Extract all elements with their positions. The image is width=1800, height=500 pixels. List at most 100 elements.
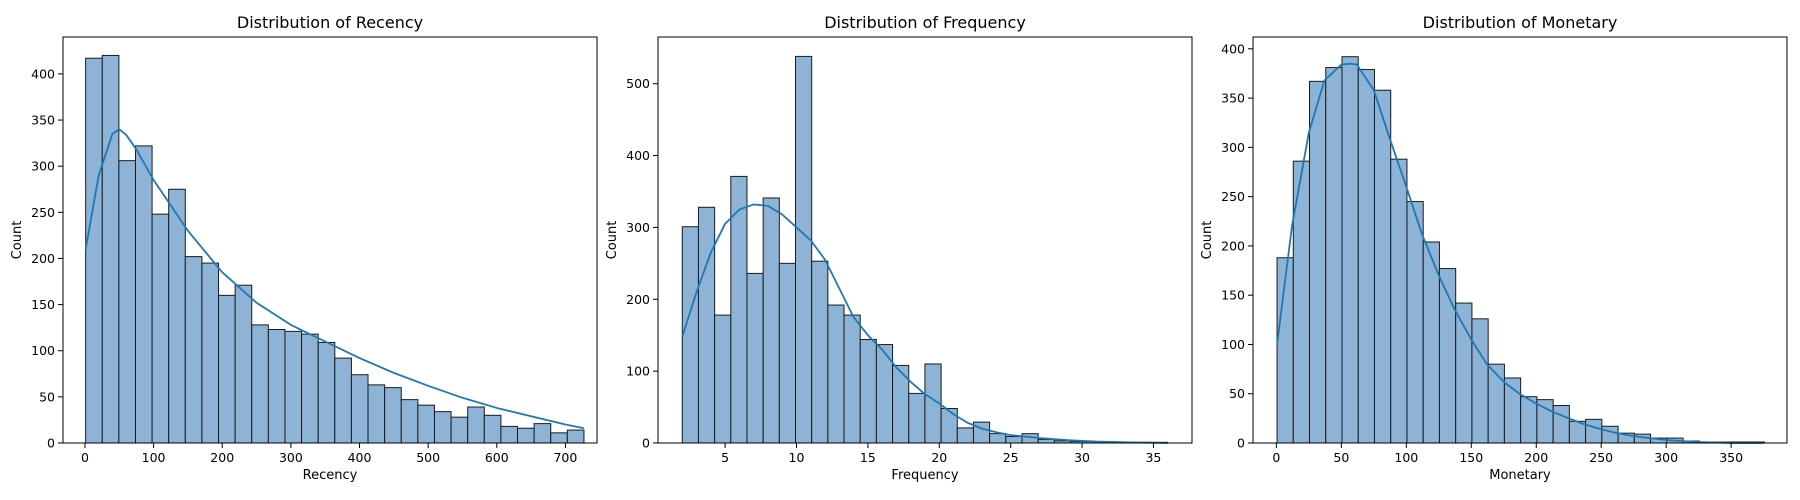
histogram-bar <box>201 262 220 444</box>
y-tick-label: 200 <box>626 292 650 307</box>
x-tick-label: 10 <box>789 450 805 465</box>
y-tick-label: 50 <box>39 389 55 404</box>
x-axis-label: Frequency <box>891 468 958 483</box>
histogram-bar <box>85 57 103 444</box>
y-axis-label: Count <box>1200 221 1215 260</box>
histogram-bar <box>1520 396 1538 444</box>
y-tick-label: 350 <box>31 113 55 128</box>
histogram-bar <box>184 256 203 444</box>
histogram-bar <box>350 374 369 444</box>
axes-frame <box>657 36 1193 444</box>
x-tick-label: 150 <box>1459 450 1483 465</box>
x-tick-label: 200 <box>1524 450 1548 465</box>
x-tick-label: 35 <box>1145 450 1161 465</box>
y-tick-label: 0 <box>47 436 55 451</box>
chart-title: Distribution of Frequency <box>824 13 1026 32</box>
histogram-bar <box>450 416 469 444</box>
histogram-bar <box>500 425 519 444</box>
x-tick-label: 250 <box>1589 450 1613 465</box>
histogram-bar <box>1471 318 1489 444</box>
histogram-bar <box>681 226 699 444</box>
histogram-bar <box>1357 69 1375 444</box>
chart-panel-0: 0 100 200 300 400 500 600 700 0 50 100 150 200 250 300… <box>10 13 598 483</box>
histogram-bar <box>746 272 764 444</box>
histogram-bar <box>118 160 136 444</box>
histogram-bar <box>367 384 386 444</box>
histogram-bar <box>467 406 485 444</box>
x-tick-label: 30 <box>1074 450 1090 465</box>
histogram-bar <box>778 262 797 444</box>
histogram-bar <box>234 284 253 444</box>
histogram-bar <box>811 260 829 444</box>
x-tick-label: 0 <box>81 450 89 465</box>
x-tick-label: 0 <box>1272 450 1280 465</box>
histogram-bar <box>1601 425 1619 444</box>
histogram-bar <box>433 411 452 444</box>
y-tick-label: 100 <box>31 343 55 358</box>
y-axis-label: Count <box>605 221 620 260</box>
y-tick-label: 250 <box>1221 189 1245 204</box>
y-tick-label: 400 <box>626 148 650 163</box>
histogram-bar <box>1373 89 1392 444</box>
y-tick-label: 300 <box>1221 140 1245 155</box>
histogram-bar <box>1552 405 1570 444</box>
x-tick-label: 100 <box>1394 450 1418 465</box>
y-tick-label: 300 <box>626 220 650 235</box>
chart-title: Distribution of Recency <box>237 13 423 32</box>
y-tick-label: 0 <box>642 436 650 451</box>
y-tick-label: 0 <box>1237 436 1245 451</box>
histogram-bar <box>168 188 186 444</box>
y-tick-label: 250 <box>31 205 55 220</box>
y-tick-label: 350 <box>1221 91 1245 106</box>
histogram-bar <box>908 392 926 444</box>
x-tick-label: 300 <box>279 450 303 465</box>
histogram-bar <box>1005 436 1023 444</box>
histogram-bar <box>218 294 236 444</box>
histogram-bar <box>1341 56 1359 444</box>
y-tick-label: 200 <box>1221 238 1245 253</box>
y-tick-label: 100 <box>1221 337 1245 352</box>
x-tick-label: 20 <box>931 450 947 465</box>
histogram-bar <box>566 429 585 444</box>
x-tick-label: 350 <box>1719 450 1743 465</box>
chart-panel-2: 0 50 100 150 200 250 300 350 0 50 100 150 200 250 300 3… <box>1200 13 1788 483</box>
histogram-bar <box>956 427 974 444</box>
histogram-bar <box>417 404 435 444</box>
x-tick-label: 200 <box>210 450 234 465</box>
chart-panel-1: 5 10 15 20 25 30 35 0 100 200 300 400 500 Distributio… <box>605 13 1193 483</box>
histogram-bar <box>827 304 845 444</box>
histogram-bar <box>134 145 153 444</box>
x-tick-label: 700 <box>553 450 577 465</box>
histogram-bar <box>483 414 502 444</box>
y-tick-label: 200 <box>31 251 55 266</box>
histogram-bar <box>1037 438 1055 444</box>
histogram-bar <box>1406 201 1424 444</box>
histogram-bar <box>940 408 958 444</box>
x-tick-label: 50 <box>1333 450 1349 465</box>
x-tick-label: 300 <box>1654 450 1678 465</box>
y-tick-label: 50 <box>1229 386 1245 401</box>
histogram-bar <box>251 324 269 444</box>
histogram-bar <box>550 432 568 444</box>
x-tick-label: 600 <box>485 450 509 465</box>
kde-curve <box>84 128 585 430</box>
x-axis-label: Recency <box>303 468 358 483</box>
histogram-bar <box>101 54 120 444</box>
histogram-bar <box>1325 67 1343 444</box>
histogram-bar <box>1487 363 1505 444</box>
y-tick-label: 150 <box>1221 288 1245 303</box>
y-axis-label: Count <box>10 221 25 260</box>
histogram-bar <box>533 423 552 444</box>
x-axis-label: Monetary <box>1489 468 1551 483</box>
x-tick-label: 25 <box>1003 450 1019 465</box>
histogram-bar <box>859 339 877 444</box>
histogram-bar <box>697 206 716 444</box>
histogram-bar <box>1585 418 1603 444</box>
y-tick-label: 300 <box>31 159 55 174</box>
x-tick-label: 400 <box>348 450 372 465</box>
y-tick-label: 400 <box>31 66 55 81</box>
y-tick-label: 100 <box>626 364 650 379</box>
histogram-bar <box>714 314 732 444</box>
histogram-bar <box>384 387 402 444</box>
